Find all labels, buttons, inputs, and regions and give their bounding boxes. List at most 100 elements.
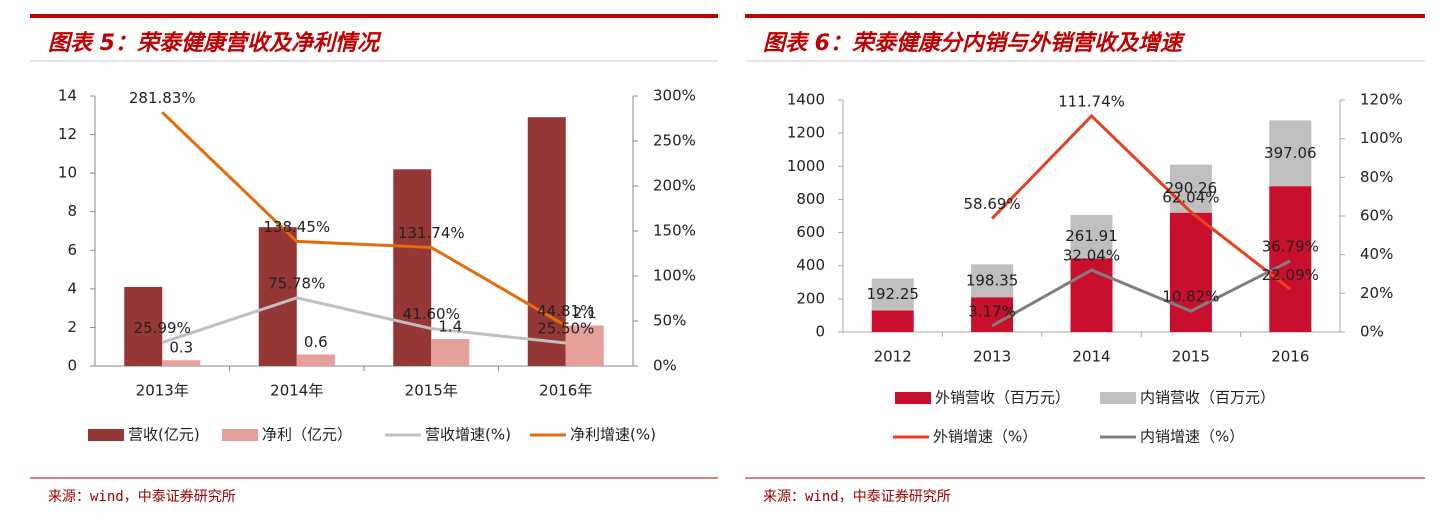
line-label: 41.60% [403,305,460,323]
y2-tick-label: 60% [1360,207,1393,225]
y2-tick-label: 40% [1360,245,1393,263]
y-tick-label: 1000 [787,157,825,175]
legend-swatch [222,429,258,441]
x-tick-label: 2013年 [136,382,189,400]
y-tick-label: 14 [58,87,77,105]
bar [1169,164,1212,213]
legend-label: 净利（亿元） [262,426,352,444]
line-label: 25.50% [537,320,594,338]
line-label: 3.17% [968,302,1016,320]
bar [124,286,163,366]
x-tick-label: 2013 [973,348,1011,366]
line-label: 25.99% [134,319,191,337]
bar [258,227,297,366]
y-tick-label: 2 [67,318,77,336]
y-tick-label: 400 [796,256,825,274]
bar [565,325,604,366]
x-tick-label: 2014 [1072,348,1110,366]
x-tick-label: 2014年 [270,382,323,400]
bar [871,278,914,311]
y-tick-label: 600 [796,223,825,241]
y2-tick-label: 20% [1360,284,1393,302]
y2-tick-label: 300% [653,87,696,105]
line-label: 36.79% [1262,237,1319,255]
x-tick-label: 2012 [874,348,912,366]
bar [393,169,432,366]
x-tick-label: 2015年 [405,382,458,400]
legend-label: 内销营收（百万元） [1140,389,1275,407]
y2-tick-label: 150% [653,222,696,240]
chart-title: 图表 5：荣泰健康营收及净利情况 [48,30,382,56]
line-label: 111.74% [1058,92,1125,110]
line-label: 32.04% [1063,247,1120,265]
legend-label: 内销增速（%） [1140,428,1244,446]
legend-swatch [1100,392,1136,404]
bar [527,117,566,366]
header-rule [30,14,718,18]
y2-tick-label: 200% [653,177,696,195]
x-tick-label: 2016年 [539,382,592,400]
y-tick-label: 1400 [787,91,825,109]
y-tick-label: 800 [796,190,825,208]
y2-tick-label: 100% [1360,129,1403,147]
bar-label: 0.3 [169,339,193,357]
y-tick-label: 0 [67,357,77,375]
bar [871,310,914,332]
bar [1169,212,1212,332]
bar-label: 192.25 [866,285,919,303]
line-label: 44.81% [537,302,594,320]
bar-label: 2.1 [573,304,597,322]
bar-label: 0.6 [304,333,328,351]
bar [971,264,1014,298]
bar [971,297,1014,332]
bar [1269,120,1312,187]
legend-swatch [88,429,124,441]
y-tick-label: 200 [796,289,825,307]
line-label: 75.78% [268,274,325,292]
y2-tick-label: 0% [653,357,677,375]
bar-label: 397.06 [1264,144,1317,162]
source: 来源：wind，中泰证券研究所 [763,489,951,505]
y2-tick-label: 50% [653,312,686,330]
bar-label: 261.91 [1065,227,1118,245]
y2-tick-label: 120% [1360,91,1403,109]
line-label: 131.74% [398,224,465,242]
y2-tick-label: 0% [1360,323,1384,341]
legend-swatch [895,392,931,404]
y2-tick-label: 250% [653,132,696,150]
line-label: 62.04% [1162,189,1219,207]
y-tick-label: 4 [67,279,77,297]
line-label: 281.83% [129,89,196,107]
x-tick-label: 2015 [1172,348,1210,366]
y-tick-label: 8 [67,202,77,220]
bar [296,354,335,366]
legend-label: 外销增速（%） [933,428,1037,446]
line [991,113,1292,291]
header-rule [745,14,1425,18]
line-label: 58.69% [963,195,1020,213]
bar [162,360,201,366]
bar [1070,214,1113,259]
y-tick-label: 1200 [787,124,825,142]
x-tick-label: 2016 [1271,348,1309,366]
bar-label: 198.35 [966,271,1019,289]
source: 来源：wind，中泰证券研究所 [48,489,236,505]
y-tick-label: 6 [67,241,77,259]
bar-label: 1.4 [438,318,462,336]
y-tick-label: 12 [58,125,77,143]
y-tick-label: 0 [815,323,825,341]
line [991,259,1291,328]
legend-label: 净利增速(%) [570,426,656,444]
line-label: 22.09% [1262,266,1319,284]
line [161,296,566,345]
chart-title: 图表 6：荣泰健康分内销与外销营收及增速 [763,30,1186,56]
bar [431,339,470,366]
y2-tick-label: 80% [1360,168,1393,186]
line [161,111,567,327]
legend-label: 营收增速(%) [425,426,511,444]
y2-tick-label: 100% [653,267,696,285]
legend-label: 营收(亿元) [128,426,200,444]
y-tick-label: 10 [58,164,77,182]
bar [1269,186,1312,332]
